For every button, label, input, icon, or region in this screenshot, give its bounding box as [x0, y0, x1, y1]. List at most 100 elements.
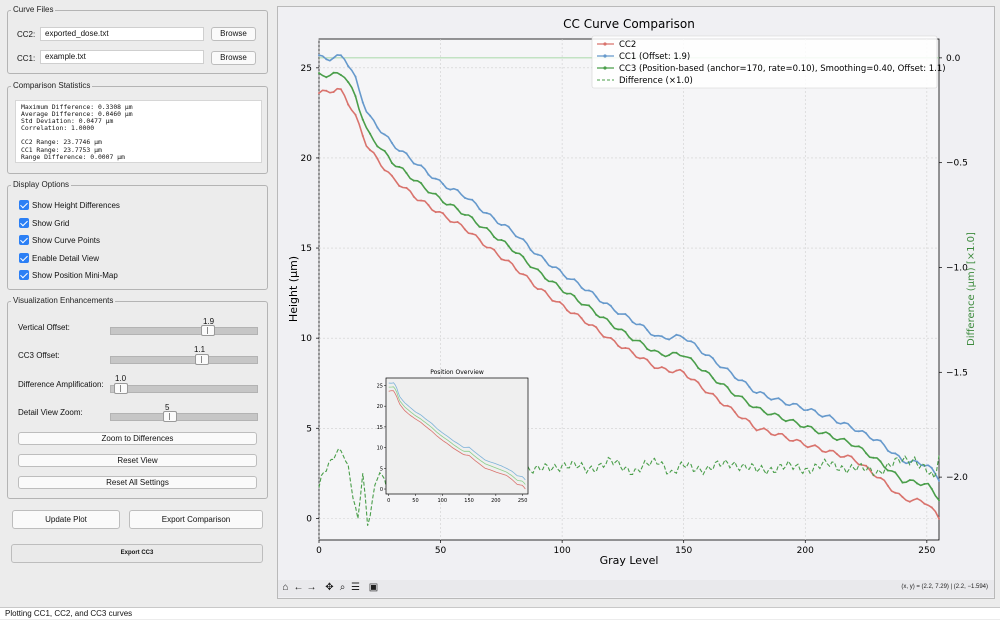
x-tick-label: 50: [435, 546, 447, 556]
cc3-point: [799, 425, 802, 428]
reset-view-button[interactable]: Reset View: [18, 454, 257, 467]
vertical-offset-handle[interactable]: [201, 325, 215, 336]
difference-amplification-handle[interactable]: [114, 383, 128, 394]
cc3-point: [442, 201, 444, 204]
update-plot-button[interactable]: Update Plot: [12, 510, 120, 529]
back-icon[interactable]: ←: [293, 582, 304, 593]
comparison-statistics-group: Comparison Statistics Maximum Difference…: [7, 81, 268, 174]
legend-cc2: CC2: [619, 40, 636, 50]
plot-toolbar: ⌂ ← → ✥ ⌕ ☰ ▣ (x, y) = (2.2, 7.29) | (2.…: [278, 580, 994, 597]
cc3-point: [792, 418, 795, 421]
difference-amplification-slider[interactable]: [110, 383, 258, 394]
inset-cc1-line: [388, 382, 526, 481]
cc1-point: [602, 302, 605, 305]
enable-detail-view-checkbox[interactable]: [19, 253, 29, 263]
export-comparison-button[interactable]: Export Comparison: [129, 510, 263, 529]
show-curve-points-checkbox[interactable]: [19, 235, 29, 245]
vertical-offset-slider[interactable]: [110, 325, 258, 336]
cc3-point: [500, 239, 503, 241]
detail-view-zoom-handle[interactable]: [163, 411, 177, 422]
cc2-point: [631, 351, 634, 354]
cc3-point: [434, 192, 437, 195]
cc2-point: [828, 449, 831, 452]
cc2-point: [908, 500, 911, 503]
show-position-minimap-checkbox[interactable]: [19, 270, 29, 280]
cc2-label: CC2:: [17, 30, 36, 39]
zoom-to-differences-button[interactable]: Zoom to Differences: [18, 432, 257, 445]
home-icon[interactable]: ⌂: [282, 582, 289, 593]
cc2-point: [587, 324, 590, 326]
cc1-label: CC1:: [17, 54, 36, 63]
show-grid-checkbox[interactable]: [19, 218, 29, 228]
cc1-point: [456, 189, 459, 192]
cc1-point: [566, 277, 568, 280]
cc3-offset-handle[interactable]: [195, 354, 209, 365]
legend-cc1: CC1 (Offset: 1.9): [619, 52, 690, 62]
cc2-point: [660, 366, 663, 369]
forward-icon[interactable]: →: [306, 582, 317, 593]
cc2-point: [770, 433, 773, 436]
cc2-point: [478, 238, 481, 241]
cc1-point: [741, 379, 744, 382]
cc1-point: [347, 65, 350, 68]
chart-title: CC Curve Comparison: [563, 17, 695, 31]
cc3-point: [449, 203, 452, 206]
cc3-point: [843, 437, 846, 440]
cc1-file-field[interactable]: example.txt: [40, 50, 204, 64]
cc2-file-field[interactable]: exported_dose.txt: [40, 27, 204, 41]
vertical-offset-value: 1.9: [203, 317, 215, 326]
cc1-point: [376, 126, 379, 129]
cc3-point: [748, 404, 751, 407]
cc2-browse-button[interactable]: Browse: [211, 27, 256, 41]
cc1-point: [536, 253, 539, 256]
cc1-point: [631, 321, 634, 324]
y-tick-label: 25: [301, 64, 312, 74]
cc1-point: [704, 354, 707, 357]
cc-curve-chart[interactable]: 0 50 100 150 200 25005101520250.0−0.5−1.0−1.5…: [278, 7, 994, 581]
cc1-point: [682, 337, 685, 340]
cc2-point: [857, 463, 860, 466]
pan-icon[interactable]: ✥: [325, 582, 334, 593]
cc3-point: [741, 395, 744, 398]
curve-files-title: Curve Files: [11, 5, 56, 14]
cc3-point: [704, 370, 707, 372]
detail-view-zoom-slider[interactable]: [110, 411, 258, 422]
cc3-point: [412, 179, 415, 182]
cc3-point: [828, 433, 831, 436]
show-height-differences-checkbox[interactable]: [19, 200, 29, 210]
cc3-point: [857, 445, 860, 448]
cc3-point: [660, 353, 663, 356]
export-cc3-button[interactable]: Export CC3: [11, 544, 263, 563]
cc1-point: [755, 392, 758, 394]
cc2-point: [755, 429, 758, 432]
cc3-point: [522, 255, 525, 258]
y2-tick-label: −1.0: [946, 263, 968, 273]
cc1-point: [821, 415, 824, 418]
cc2-point: [463, 228, 466, 231]
configure-icon[interactable]: ☰: [351, 582, 360, 593]
curve-files-group: Curve Files CC2: exported_dose.txt Brows…: [7, 5, 268, 74]
cc3-point: [719, 382, 722, 385]
cc3-point: [784, 420, 787, 423]
cc2-point: [369, 149, 372, 152]
cc2-point: [361, 134, 364, 137]
cc1-point: [580, 286, 583, 289]
cc2-point: [624, 347, 627, 349]
zoom-icon[interactable]: ⌕: [339, 582, 346, 593]
cc1-point: [478, 208, 481, 211]
x-tick-label: 150: [675, 546, 692, 556]
cc3-point: [711, 377, 714, 380]
cc3-point: [682, 355, 685, 358]
cc2-point: [354, 113, 357, 116]
reset-all-settings-button[interactable]: Reset All Settings: [18, 476, 257, 489]
cc3-point: [514, 252, 517, 254]
cc1-point: [595, 295, 598, 298]
inset-title: Position Overview: [430, 369, 484, 376]
cc3-offset-slider[interactable]: [110, 354, 258, 365]
cc3-point: [369, 132, 372, 135]
cc2-point: [697, 381, 700, 384]
y2-tick-label: −0.5: [946, 159, 968, 169]
cc1-point: [493, 217, 496, 220]
save-icon[interactable]: ▣: [368, 582, 379, 593]
cc1-browse-button[interactable]: Browse: [211, 51, 256, 65]
